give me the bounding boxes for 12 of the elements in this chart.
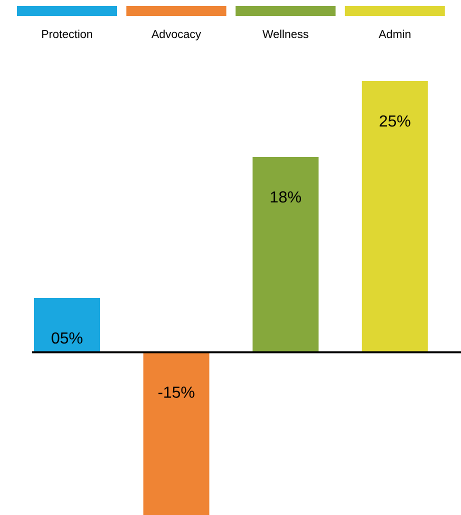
x-tick-label: Protection	[42, 30, 92, 38]
bar	[252, 156, 319, 352]
data-label: 18%	[270, 191, 301, 203]
x-tick-label: Advocacy	[151, 30, 202, 40]
x-tick-label: Wellness	[262, 30, 308, 38]
x-tick-label: Admin	[378, 30, 410, 38]
bar	[362, 80, 428, 352]
data-label: -15%	[158, 386, 194, 398]
data-label: 25%	[380, 115, 410, 127]
bar	[143, 352, 210, 515]
data-label: 05%	[52, 332, 82, 344]
bar	[34, 298, 100, 352]
